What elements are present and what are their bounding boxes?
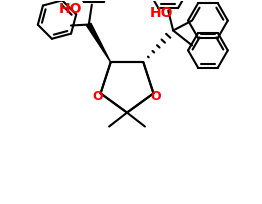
Polygon shape [87,23,111,62]
Text: HO: HO [59,2,83,16]
Text: O: O [150,90,161,103]
Text: HO: HO [150,6,173,20]
Text: O: O [92,90,103,103]
